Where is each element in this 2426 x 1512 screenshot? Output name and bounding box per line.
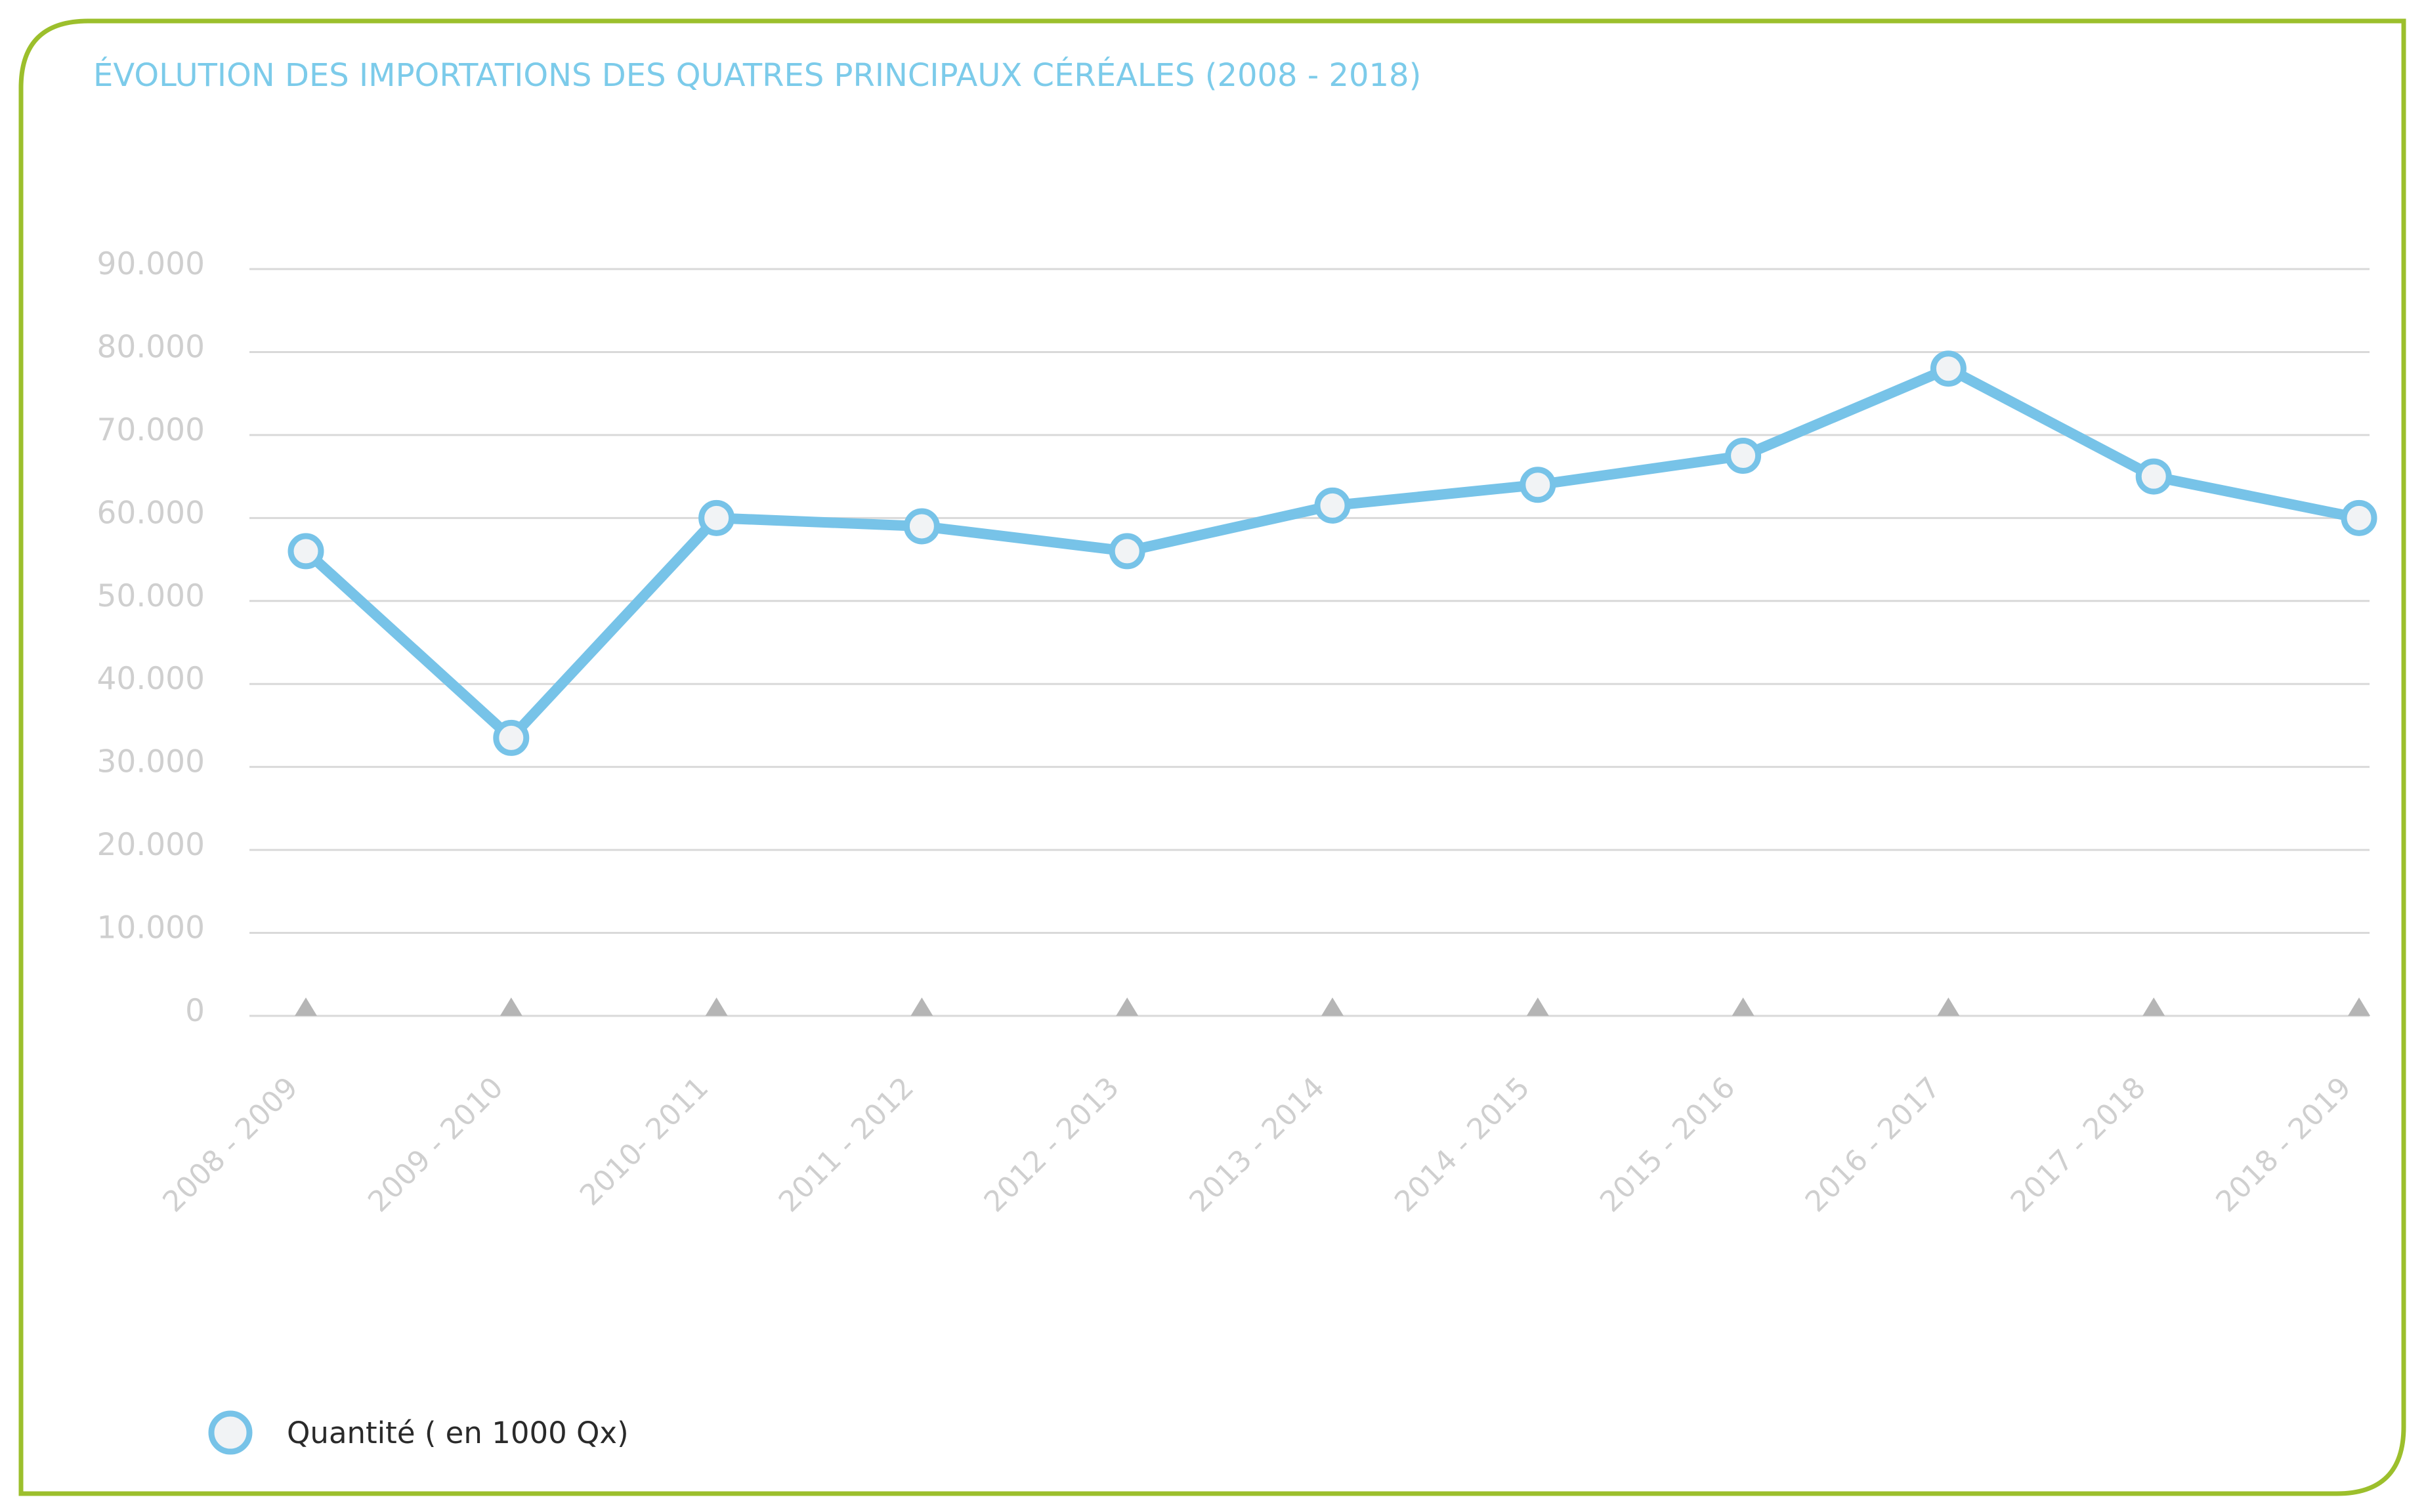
y-tick-label: 80.000 <box>97 329 205 365</box>
x-tick-label: 2013 - 2014 <box>1183 1071 1330 1219</box>
x-axis-markers <box>295 998 2370 1016</box>
legend-marker <box>208 1410 253 1455</box>
data-point <box>1930 350 1967 387</box>
x-axis-marker <box>705 998 728 1016</box>
y-tick-label: 20.000 <box>97 827 205 863</box>
x-tick-label: 2015 - 2016 <box>1594 1071 1741 1219</box>
x-axis-marker <box>295 998 317 1016</box>
y-tick-label: 50.000 <box>97 578 205 614</box>
x-axis-ticks: 2008 - 2009 2009 - 2010 2010- 2011 2011 - 2… <box>156 1071 2357 1219</box>
x-tick-label: 2018 - 2019 <box>2209 1071 2357 1219</box>
x-axis-marker <box>1116 998 1139 1016</box>
legend: Quantité ( en 1000 Qx) <box>208 1410 629 1455</box>
y-tick-label: 40.000 <box>97 661 205 697</box>
data-point <box>1520 467 1556 503</box>
grid-layer <box>249 268 2370 1017</box>
x-tick-label: 2012 - 2013 <box>978 1071 1126 1219</box>
y-axis-ticks: 0 10.000 20.000 30.000 40.000 50.000 60.000 70.… <box>97 246 205 1029</box>
chart-frame <box>18 18 2406 1496</box>
x-tick-label: 2016 - 2017 <box>1799 1071 1947 1219</box>
data-point <box>1725 438 1762 474</box>
y-tick-label: 90.000 <box>97 246 205 282</box>
y-tick-label: 30.000 <box>97 744 205 780</box>
x-tick-label: 2014 - 2015 <box>1388 1071 1536 1219</box>
data-point <box>1314 487 1351 524</box>
data-point <box>2135 458 2172 495</box>
x-tick-label: 2008 - 2009 <box>156 1071 304 1219</box>
x-axis-marker <box>2142 998 2165 1016</box>
x-axis-marker <box>1526 998 1549 1016</box>
y-tick-label: 70.000 <box>97 412 205 448</box>
x-axis-marker <box>910 998 933 1016</box>
data-point <box>903 508 940 545</box>
x-tick-label: 2017 - 2018 <box>2005 1071 2152 1219</box>
series-layer <box>301 363 2364 744</box>
x-axis-marker <box>1937 998 1960 1016</box>
x-tick-label: 2011 - 2012 <box>773 1071 920 1219</box>
data-point <box>1109 533 1145 570</box>
x-axis-marker <box>2348 998 2370 1016</box>
y-tick-label: 60.000 <box>97 495 205 531</box>
x-tick-label: 2010- 2011 <box>574 1071 715 1213</box>
x-tick-label: 2009 - 2010 <box>362 1071 509 1219</box>
data-point <box>493 719 530 756</box>
data-point <box>2341 499 2377 536</box>
series-line <box>301 363 2364 744</box>
x-axis-marker <box>1321 998 1344 1016</box>
y-tick-label: 10.000 <box>97 910 205 946</box>
x-axis-marker <box>500 998 522 1016</box>
data-point <box>287 533 324 570</box>
data-points <box>287 350 2377 756</box>
legend-label: Quantité ( en 1000 Qx) <box>287 1416 629 1450</box>
y-tick-label: 0 <box>185 993 205 1029</box>
x-axis-marker <box>1732 998 1755 1016</box>
data-point <box>698 499 735 536</box>
chart-title: ÉVOLUTION DES IMPORTATIONS DES QUATRES P… <box>93 56 1421 94</box>
